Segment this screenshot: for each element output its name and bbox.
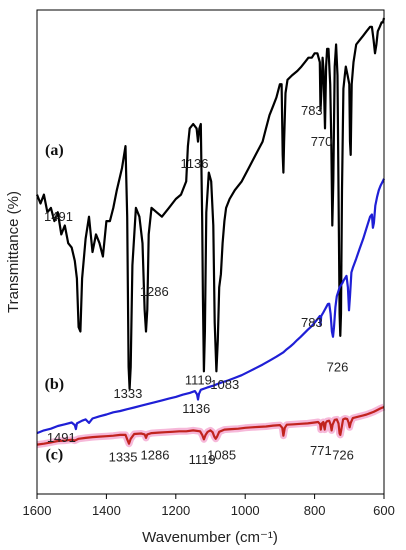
panel-label: (c) <box>45 447 63 464</box>
series-line-2 <box>36 178 385 435</box>
peak-label: 726 <box>327 359 349 374</box>
peak-label: 1136 <box>181 156 209 171</box>
panel-label: (a) <box>45 142 64 159</box>
series-line-3 <box>36 405 385 446</box>
peak-label: 1136 <box>182 401 210 416</box>
peak-label: 1083 <box>210 377 239 392</box>
peak-label: 1119 <box>189 452 216 467</box>
x-axis: 1600 1400 1200 1000 800 600 <box>23 494 395 518</box>
peak-label: 1286 <box>140 284 169 299</box>
panel-label: (b) <box>45 376 65 393</box>
peak-label: 1491 <box>47 430 76 445</box>
x-tick-label: 1000 <box>231 503 260 518</box>
peak-label: 783 <box>301 103 323 118</box>
y-axis-title: Transmittance (%) <box>5 191 22 313</box>
peak-label: 783 <box>301 315 323 330</box>
x-tick-label: 1400 <box>92 503 121 518</box>
x-tick-label: 600 <box>373 503 395 518</box>
x-tick-label: 1600 <box>23 503 52 518</box>
peak-label: 1119 <box>185 373 212 388</box>
x-axis-title: Wavenumber (cm⁻¹) <box>142 529 278 546</box>
x-tick-label: 800 <box>304 503 326 518</box>
plot-frame <box>36 9 385 495</box>
peak-label: 726 <box>332 448 354 463</box>
peak-label: 1335 <box>109 449 138 464</box>
peak-label: 1333 <box>113 386 142 401</box>
peak-label: 1286 <box>141 448 170 463</box>
annotations-layer: (a)(b)(c)1491128613331136111910837837707… <box>44 103 354 467</box>
peak-label: 770 <box>311 134 333 149</box>
x-tick-label: 1200 <box>161 503 190 518</box>
peak-label: 1085 <box>207 448 236 463</box>
peak-label: 771 <box>310 443 332 458</box>
series-line-1 <box>35 17 386 390</box>
series-layer <box>35 17 386 446</box>
peak-label: 1491 <box>44 209 73 224</box>
